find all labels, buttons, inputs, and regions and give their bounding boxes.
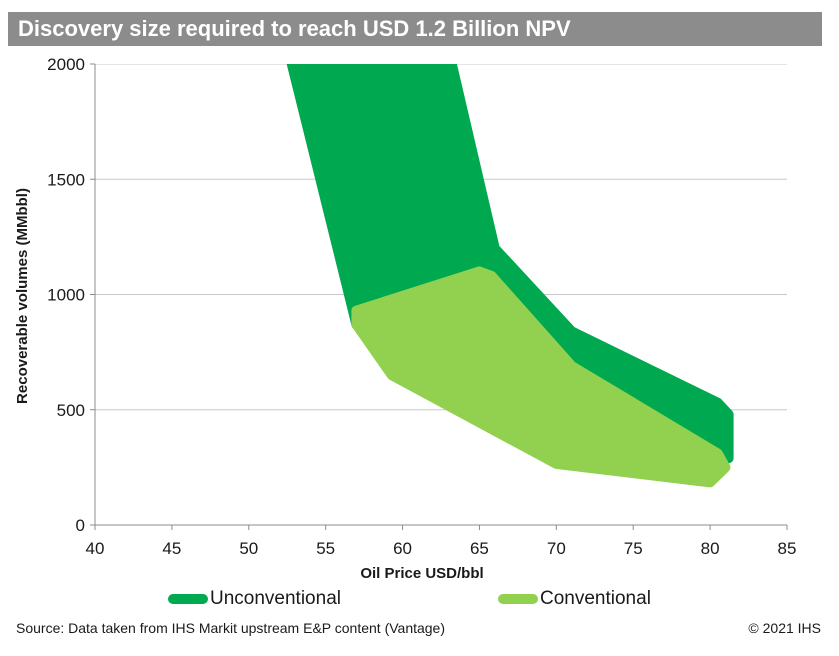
source-note: Source: Data taken from IHS Markit upstr…: [16, 620, 446, 636]
x-tick-label: 50: [239, 539, 258, 558]
x-tick-label: 65: [470, 539, 489, 558]
x-tick-labels: 40 45 50 55 60 65 70 75 80 85: [86, 539, 797, 558]
chart-title: Discovery size required to reach USD 1.2…: [8, 12, 822, 46]
series-areas: [95, 50, 787, 488]
y-tick-label: 500: [57, 401, 85, 420]
legend-label-unconventional: Unconventional: [210, 588, 341, 609]
x-axis-label: Oil Price USD/bbl: [360, 565, 483, 582]
legend-item-conventional: Conventional: [498, 586, 651, 612]
legend-item-unconventional: Unconventional: [168, 586, 341, 612]
x-tick-label: 60: [393, 539, 412, 558]
series-area-conventional: [351, 266, 731, 488]
y-tick-label: 1000: [47, 286, 85, 305]
x-tick-label: 70: [547, 539, 566, 558]
x-tick-label: 75: [624, 539, 643, 558]
y-tick-labels: 0 500 1000 1500 2000: [47, 55, 85, 535]
x-tick-label: 40: [86, 539, 105, 558]
x-tick-label: 55: [316, 539, 335, 558]
copyright: © 2021 IHS: [748, 620, 821, 636]
legend-label-conventional: Conventional: [540, 588, 651, 609]
axes: [90, 63, 788, 530]
legend-swatch-unconventional: [168, 594, 208, 604]
x-tick-label: 85: [778, 539, 797, 558]
y-tick-label: 2000: [47, 55, 85, 74]
x-tick-label: 45: [162, 539, 181, 558]
plot-top-mask: [95, 50, 787, 64]
y-tick-label: 1500: [47, 170, 85, 189]
y-tick-label: 0: [76, 516, 85, 535]
y-axis-label: Recoverable volumes (MMbbl): [14, 188, 31, 404]
x-tick-label: 80: [701, 539, 720, 558]
legend-swatch-conventional: [498, 594, 538, 604]
